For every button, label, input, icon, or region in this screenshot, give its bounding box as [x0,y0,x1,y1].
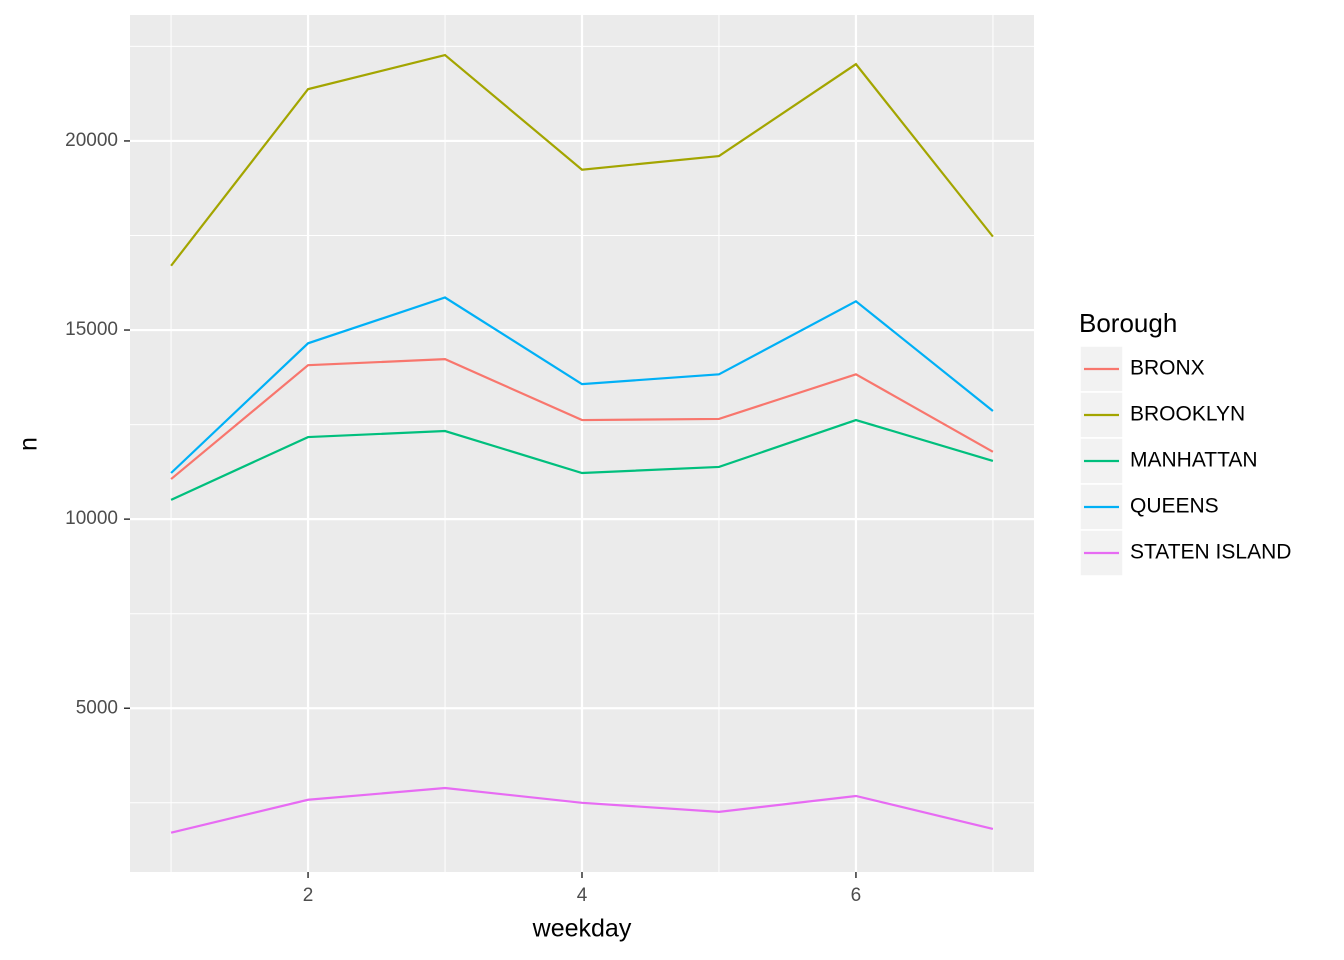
series-line [170,296,994,474]
series-line [170,358,994,480]
legend-title: Borough [1079,308,1177,338]
legend-label: MANHATTAN [1130,449,1258,472]
legend-label: QUEENS [1130,495,1219,518]
series-line [170,53,994,267]
x-tick-label: 6 [851,885,862,906]
y-tick-label: 10000 [65,508,118,529]
x-tick-label: 2 [303,885,314,906]
x-axis-title: weekday [532,915,632,943]
x-tick-label: 4 [577,885,588,906]
legend-label: BRONX [1130,357,1205,380]
legend-label: BROOKLYN [1130,403,1245,426]
series-line [170,418,994,501]
y-axis-title: n [15,437,43,451]
y-tick-label: 5000 [76,697,118,718]
legend-label: STATEN ISLAND [1130,541,1291,564]
y-tick-label: 15000 [65,319,118,340]
series-line [170,786,994,834]
y-tick-label: 20000 [65,130,118,151]
